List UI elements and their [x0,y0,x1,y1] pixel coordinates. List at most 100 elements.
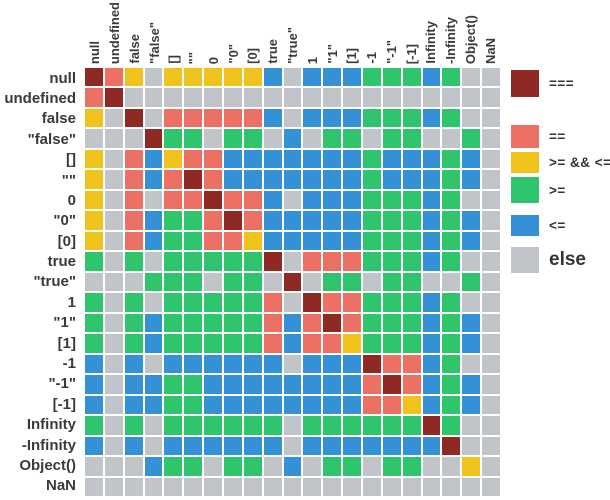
matrix-cell [363,375,381,394]
matrix-cell [363,477,381,496]
matrix-cell [283,170,302,189]
matrix-cell [243,272,262,292]
col-label-text: -1 [364,52,380,64]
matrix-cell [124,129,143,148]
col-label: [-1] [401,0,421,64]
col-label-text: [0] [245,48,261,64]
matrix-cell [263,375,282,394]
col-label: "true" [283,0,303,64]
matrix-cell [204,272,222,292]
row-labels: null undefined false "false" [] "" 0 "0" [0] true… [0,68,81,496]
col-label: "" [184,0,204,64]
matrix-cell [184,375,203,394]
matrix-cell [482,170,500,189]
row-label: "0" [53,212,76,230]
matrix-cell [263,231,282,251]
matrix-cell [323,436,342,456]
matrix-cell [144,436,163,456]
matrix-cell [462,293,481,312]
matrix-cell [184,170,203,189]
matrix-cell [382,334,401,353]
row-label: 1 [67,293,76,311]
matrix-cell [422,252,441,271]
matrix-cell [462,375,481,394]
matrix-cell [85,108,103,128]
matrix-cell [144,272,163,292]
legend-swatch [511,215,539,236]
matrix-cell [442,129,461,148]
row-label: [0] [57,232,76,250]
matrix-cell [323,395,342,415]
matrix-cell [422,149,441,169]
row-label: -Infinity [21,436,76,454]
matrix-cell [224,457,242,476]
matrix-cell [144,170,163,189]
matrix-cell [85,129,103,148]
matrix-cell [104,395,123,415]
matrix-cell [184,108,203,128]
matrix-cell [323,88,342,107]
matrix-cell [343,68,361,87]
matrix-cell [283,149,302,169]
matrix-cell [462,108,481,128]
matrix-cell [263,88,282,107]
matrix-cell [422,88,441,107]
matrix-cell [363,457,381,476]
matrix-cell [442,108,461,128]
matrix-cell [303,436,322,456]
matrix-cell [283,293,302,312]
matrix-cell [85,272,103,292]
matrix-cell [402,395,421,415]
matrix-cell [462,416,481,435]
matrix-cell [442,354,461,374]
matrix-cell [442,457,461,476]
matrix-cell [243,252,262,271]
matrix-cell [402,477,421,496]
col-label-text: [1] [344,48,360,64]
legend-item: <= [511,215,566,236]
col-label: null [85,0,105,64]
matrix-cell [144,149,163,169]
matrix-cell [442,293,461,312]
matrix-cell [482,211,500,230]
matrix-cell [363,354,381,374]
matrix-cell [224,129,242,148]
matrix-cell [402,457,421,476]
matrix-cell [224,477,242,496]
matrix-cell [243,313,262,333]
matrix-cell [462,129,481,148]
matrix-cell [422,354,441,374]
matrix-cell [482,190,500,210]
matrix-cell [164,231,183,251]
matrix-cell [363,395,381,415]
matrix-cell [382,477,401,496]
col-label-text: Infinity [423,21,439,64]
matrix-cell [204,231,222,251]
matrix-cell [442,477,461,496]
matrix-cell [224,395,242,415]
matrix-cell [144,354,163,374]
matrix-cell [124,354,143,374]
matrix-cell [104,252,123,271]
matrix-cell [144,231,163,251]
matrix-cell [204,190,222,210]
matrix-cell [482,231,500,251]
matrix-cell [303,129,322,148]
matrix-cell [85,170,103,189]
matrix-cell [283,108,302,128]
matrix-cell [85,149,103,169]
matrix-cell [224,416,242,435]
col-label-text: -Infinity [443,17,459,64]
matrix-cell [343,252,361,271]
matrix-cell [204,477,222,496]
matrix-cell [462,313,481,333]
matrix-cell [482,457,500,476]
matrix-cell [164,477,183,496]
col-label-text: "-1" [383,40,399,64]
matrix-cell [263,272,282,292]
matrix-cell [343,457,361,476]
matrix-cell [422,457,441,476]
matrix-cell [124,416,143,435]
matrix-cell [303,149,322,169]
matrix-cell [224,334,242,353]
